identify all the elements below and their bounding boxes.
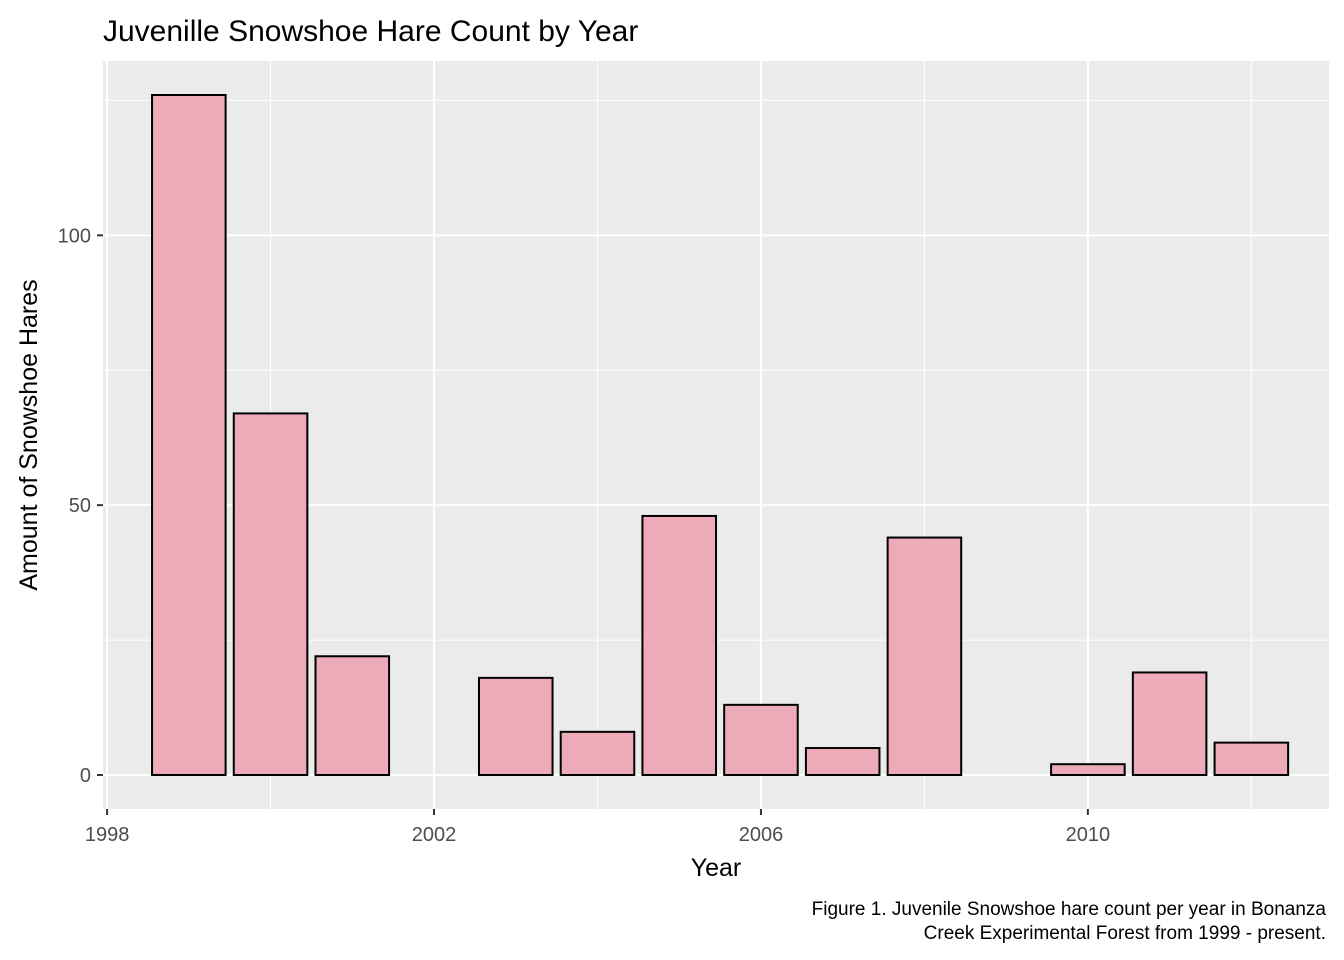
bar-2003: [477, 676, 554, 776]
y-tick-label: 50: [69, 495, 91, 517]
figure-caption: Figure 1. Juvenile Snowshoe hare count p…: [626, 898, 1326, 946]
bar-2012: [1213, 741, 1290, 776]
bars: [151, 94, 1290, 777]
x-axis: 1998 2002 2006 2010: [85, 809, 1110, 846]
y-axis-title: Amount of Snowshoe Hares: [15, 279, 43, 590]
x-tick-label: 2010: [1066, 824, 1111, 846]
x-axis-title: Year: [691, 854, 742, 882]
bar-2004: [559, 730, 636, 776]
chart-title: Juvenille Snowshoe Hare Count by Year: [103, 15, 638, 48]
x-tick-label: 2006: [739, 824, 784, 846]
y-tick-label: 100: [58, 225, 91, 247]
bar-2006: [723, 703, 799, 776]
bar-2008: [886, 536, 963, 776]
chart-svg: Juvenille Snowshoe Hare Count by Year 19…: [15, 15, 1329, 882]
grid-minor-lines: [103, 61, 1329, 809]
bar-2001: [314, 655, 391, 776]
bar-2010: [1050, 763, 1126, 777]
x-tick-label: 1998: [85, 824, 130, 846]
caption-line-1: Figure 1. Juvenile Snowshoe hare count p…: [811, 899, 1326, 920]
y-tick-label: 0: [80, 765, 91, 787]
bar-1999: [151, 94, 227, 776]
bar-2011: [1131, 671, 1208, 777]
bar-2000: [232, 412, 309, 776]
x-tick-label: 2002: [412, 824, 457, 846]
bar-2005: [641, 514, 717, 776]
bar-2007: [804, 747, 881, 776]
caption-line-2: Creek Experimental Forest from 1999 - pr…: [923, 923, 1326, 944]
y-axis: 0 50 100: [58, 225, 103, 787]
